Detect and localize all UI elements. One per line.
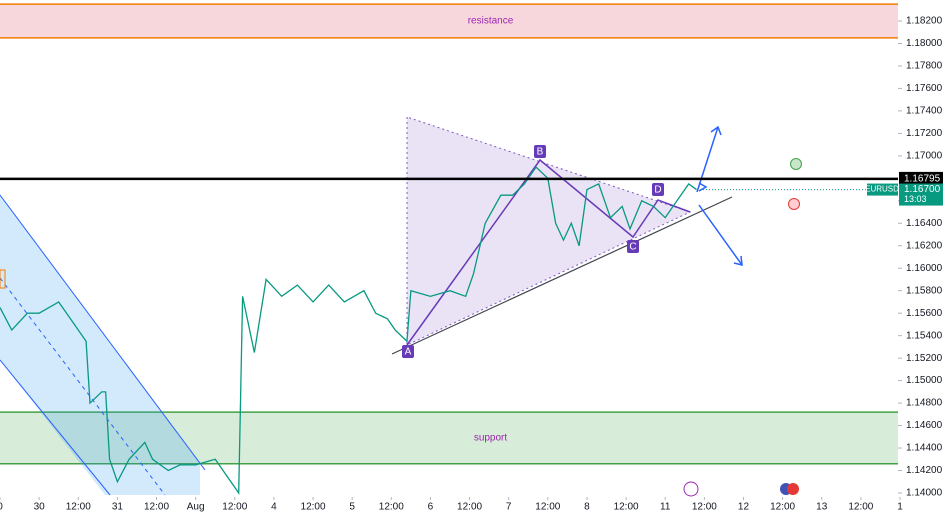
x-tick-label: 13 (816, 502, 828, 513)
channel-mid (0, 277, 166, 496)
x-tick-label: 12:00 (614, 502, 639, 513)
zone (0, 4, 900, 38)
x-tick-label: 7 (506, 502, 512, 513)
x-tick-label: 4 (271, 502, 277, 513)
x-tick-label: 30 (34, 502, 46, 513)
channel-line (0, 194, 206, 471)
point-label: D (654, 185, 661, 196)
signal-up (790, 158, 802, 170)
x-tick-label: 12:00 (457, 502, 482, 513)
label-box (402, 345, 414, 358)
channel-line (0, 359, 111, 496)
y-tick-label: 1.17600 (906, 83, 943, 94)
y-tick-label: 1.17400 (906, 106, 943, 117)
symbol-label: EURUSD (865, 185, 899, 194)
x-tick-label: 0 (0, 502, 3, 513)
level-tag (899, 171, 943, 186)
x-tick-label: 31 (112, 502, 124, 513)
label-box (534, 145, 546, 158)
y-tick-label: 1.15200 (906, 353, 943, 364)
price-tag (899, 183, 943, 206)
x-tick-label: 12:00 (379, 502, 404, 513)
channel-fill (0, 195, 200, 495)
x-tick-label: 6 (428, 502, 434, 513)
point-labels: A B C D (402, 145, 664, 358)
y-tick-label: 1.18000 (906, 38, 943, 49)
point-label: B (537, 147, 544, 158)
drawings (0, 116, 802, 497)
pattern-lines (406, 158, 691, 346)
y-tick-label: 1.16000 (906, 263, 943, 274)
x-tick-label: 11 (660, 502, 671, 513)
marker-box (0, 269, 6, 289)
y-tick-label: 1.15800 (906, 285, 943, 296)
zone-label: resistance (468, 16, 514, 27)
x-tick-label: 12 (738, 502, 750, 513)
x-tick-label: 12:00 (222, 502, 247, 513)
point-label: A (405, 347, 412, 358)
y-tick-label: 1.16200 (906, 240, 943, 251)
axis-bg (898, 0, 947, 520)
scenario-arrows (696, 125, 743, 266)
x-tick-label: 12:00 (692, 502, 717, 513)
label-box (627, 240, 639, 253)
x-tick-label: 8 (584, 502, 590, 513)
price-label: 1.16700 (904, 184, 941, 195)
x-tick-label: Aug (187, 502, 205, 513)
y-tick-label: 1.17200 (906, 128, 943, 139)
y-tick-label: 1.14600 (906, 420, 943, 431)
axis-bg (0, 497, 947, 520)
x-tick-label: 12:00 (66, 502, 91, 513)
x-tick-label: 1 (897, 502, 903, 513)
y-tick-label: 1.14400 (906, 443, 943, 454)
trend-line (391, 196, 733, 355)
y-tick-label: 1.14800 (906, 398, 943, 409)
event-icon (683, 481, 699, 497)
x-tick-label: 12:00 (848, 502, 873, 513)
y-tick-label: 1.14000 (906, 488, 943, 499)
level-label: 1.16795 (904, 174, 941, 185)
label-box (652, 183, 664, 196)
countdown-label: 13:03 (904, 194, 927, 204)
flag-icon (787, 483, 799, 495)
x-tick-label: 12:00 (144, 502, 169, 513)
y-tick-label: 1.14200 (906, 465, 943, 476)
signal-down (788, 198, 800, 210)
x-tick-label: 12:00 (301, 502, 326, 513)
x-tick-label: 5 (349, 502, 355, 513)
y-tick-label: 1.16400 (906, 218, 943, 229)
y-tick-label: 1.15000 (906, 375, 943, 386)
price-line (0, 166, 697, 495)
x-tick-label: 12:00 (770, 502, 795, 513)
triangle (406, 116, 692, 346)
y-tick-label: 1.15400 (906, 330, 943, 341)
y-tick-label: 1.15600 (906, 308, 943, 319)
symbol-tag (867, 183, 898, 196)
y-tick-label: 1.17000 (906, 151, 943, 162)
zone-label: support (474, 433, 508, 444)
point-label: C (629, 242, 636, 253)
y-tick-label: 1.18200 (906, 16, 943, 27)
y-tick-label: 1.17800 (906, 61, 943, 72)
x-tick-label: 12:00 (535, 502, 560, 513)
